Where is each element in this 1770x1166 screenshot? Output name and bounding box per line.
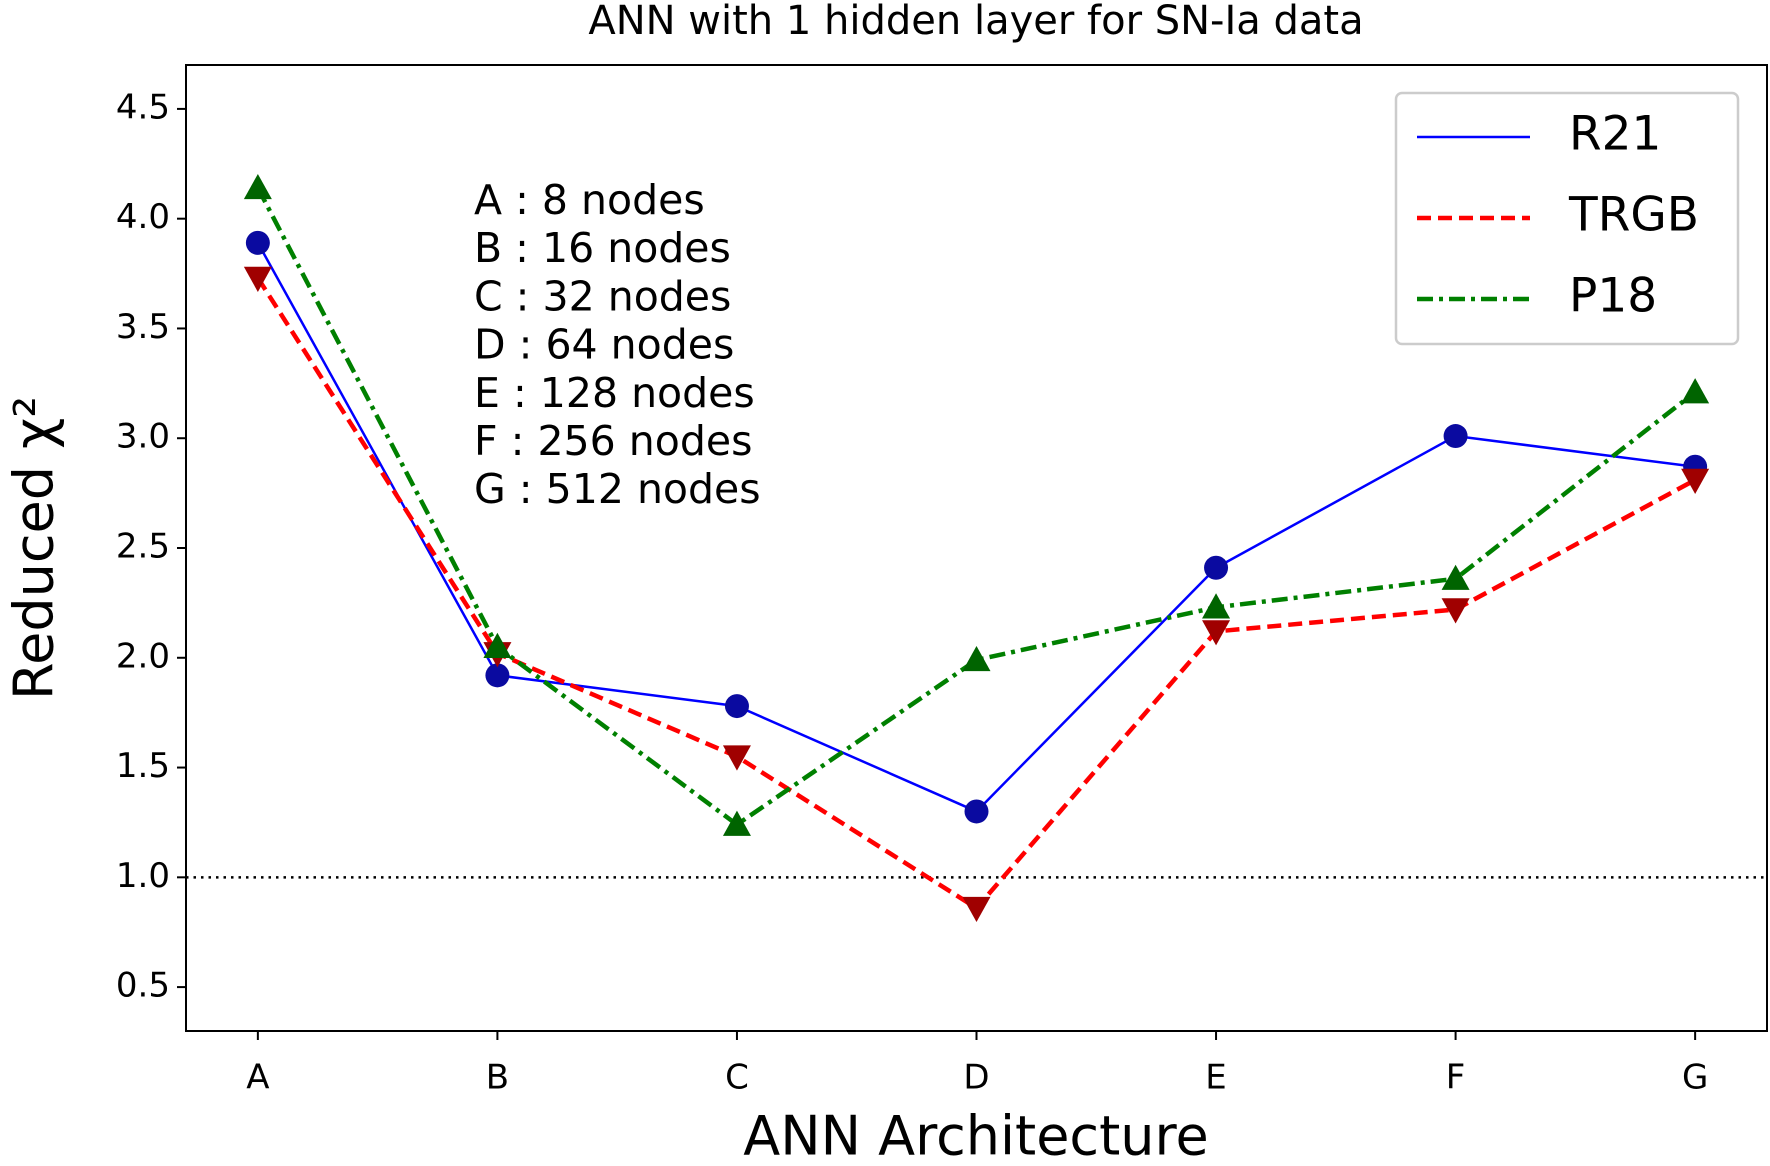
chart-title: ANN with 1 hidden layer for SN-Ia data (588, 0, 1363, 44)
x-tick-label: G (1682, 1058, 1708, 1098)
y-tick-label: 2.0 (116, 636, 170, 676)
marker (1681, 378, 1710, 404)
x-tick-label: E (1205, 1058, 1226, 1098)
y-tick-label: 3.0 (116, 417, 170, 457)
marker (1202, 593, 1231, 619)
y-axis-label: Reduced χ² (3, 396, 66, 700)
y-tick-label: 4.0 (116, 197, 170, 237)
y-tick-label: 0.5 (116, 966, 170, 1006)
annotation: B : 16 nodes (474, 224, 731, 272)
marker (1441, 564, 1470, 590)
x-tick-label: D (963, 1058, 989, 1098)
x-tick-label: A (246, 1058, 269, 1098)
annotation: A : 8 nodes (474, 176, 705, 224)
marker (1441, 598, 1470, 624)
marker (1443, 424, 1468, 449)
legend-box (1394, 91, 1740, 346)
x-tick-label: F (1446, 1058, 1466, 1098)
legend-label: P18 (1569, 269, 1657, 324)
marker (722, 810, 751, 836)
marker (724, 694, 749, 719)
y-tick-label: 4.5 (116, 87, 170, 127)
annotation: D : 64 nodes (474, 321, 734, 369)
marker (483, 632, 512, 658)
annotation: C : 32 nodes (474, 272, 731, 320)
marker (243, 173, 272, 200)
marker (722, 745, 751, 771)
marker (243, 266, 272, 292)
annotation: G : 512 nodes (474, 465, 761, 513)
y-tick-label: 2.5 (116, 527, 170, 567)
y-tick-label: 1.0 (116, 856, 170, 896)
x-axis-label: ANN Architecture (743, 1105, 1209, 1166)
marker (1202, 620, 1231, 646)
x-tick-label: B (486, 1058, 509, 1098)
marker (245, 230, 270, 255)
marker (964, 799, 989, 824)
marker (962, 645, 991, 672)
y-tick-label: 3.5 (116, 307, 170, 347)
marker (485, 663, 510, 688)
annotation: E : 128 nodes (474, 369, 755, 417)
legend-label: R21 (1569, 107, 1661, 162)
annotation: F : 256 nodes (474, 417, 752, 465)
legend-label: TRGB (1568, 188, 1699, 243)
marker (962, 896, 991, 923)
x-tick-label: C (725, 1058, 749, 1098)
marker (1681, 468, 1710, 494)
marker (1204, 555, 1229, 580)
y-tick-label: 1.5 (116, 746, 170, 786)
